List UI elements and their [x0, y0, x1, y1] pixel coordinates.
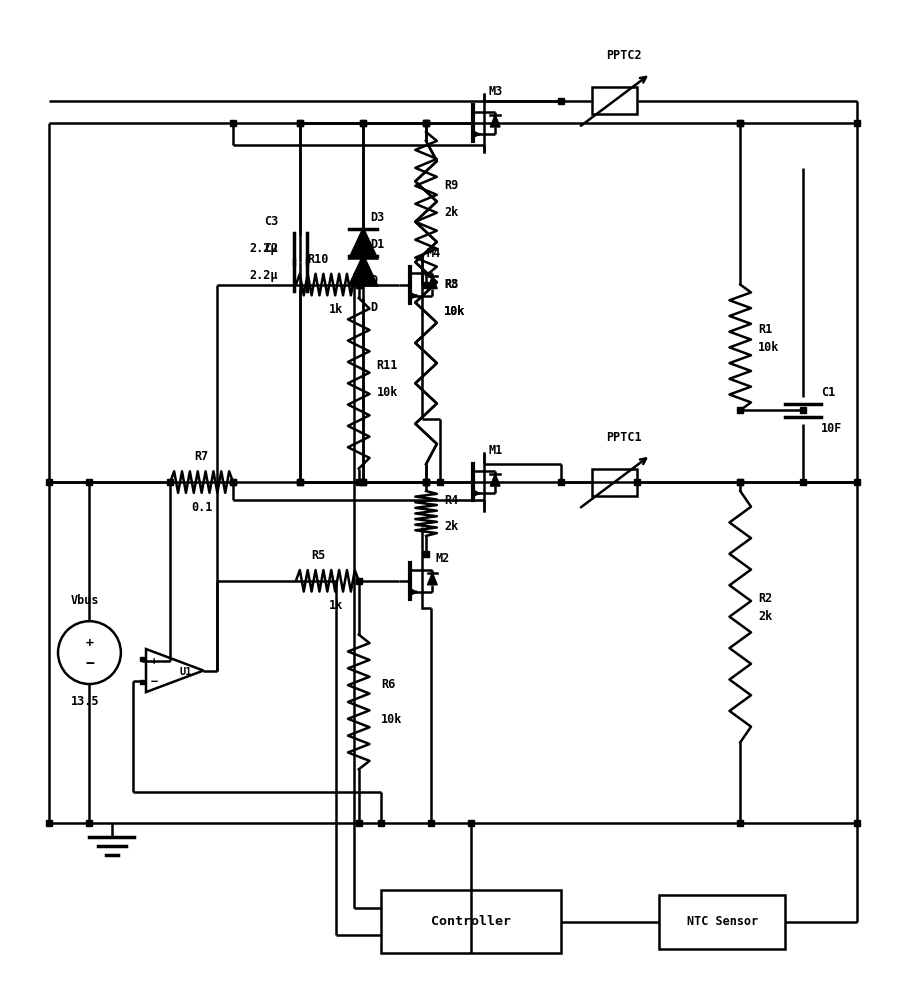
- Text: 10k: 10k: [444, 305, 466, 318]
- Text: U1: U1: [179, 667, 192, 677]
- Text: 13.5: 13.5: [71, 695, 99, 708]
- Text: Vbus: Vbus: [71, 594, 99, 607]
- Text: R5: R5: [312, 549, 325, 562]
- Text: M2: M2: [435, 552, 449, 565]
- Text: C3: C3: [264, 215, 278, 228]
- Polygon shape: [350, 229, 377, 259]
- Text: 2k: 2k: [444, 206, 458, 219]
- Polygon shape: [490, 474, 500, 486]
- Text: R4: R4: [444, 494, 458, 507]
- Text: R11: R11: [377, 359, 398, 372]
- Polygon shape: [428, 276, 438, 289]
- Text: R9: R9: [444, 179, 458, 192]
- Text: D3: D3: [371, 211, 385, 224]
- Text: R3: R3: [444, 278, 458, 291]
- Text: 2.2μ: 2.2μ: [249, 242, 278, 255]
- Polygon shape: [428, 573, 438, 585]
- Text: 0.1: 0.1: [191, 501, 212, 514]
- Text: M3: M3: [489, 85, 503, 98]
- Text: R2: R2: [758, 592, 773, 605]
- Text: Controller: Controller: [431, 915, 511, 928]
- Bar: [593, 469, 637, 496]
- Text: 2k: 2k: [444, 520, 458, 533]
- Text: 10k: 10k: [381, 713, 402, 726]
- Text: R6: R6: [381, 678, 395, 691]
- Text: +: +: [85, 637, 93, 650]
- Bar: [660, 895, 786, 949]
- Text: R8: R8: [444, 278, 458, 291]
- Text: −: −: [150, 675, 158, 688]
- Text: 2k: 2k: [758, 610, 773, 623]
- Text: 2.2μ: 2.2μ: [249, 269, 278, 282]
- Polygon shape: [490, 115, 500, 127]
- Text: 1k: 1k: [329, 599, 343, 612]
- Text: D: D: [371, 274, 378, 287]
- Bar: [593, 87, 637, 114]
- Text: R7: R7: [195, 450, 208, 463]
- Text: D: D: [371, 301, 378, 314]
- Text: +: +: [151, 656, 158, 666]
- Text: D1: D1: [371, 238, 385, 251]
- Text: PPTC1: PPTC1: [606, 431, 641, 444]
- Bar: [381, 890, 561, 953]
- Text: −: −: [85, 656, 94, 671]
- Text: C1: C1: [821, 386, 835, 399]
- Text: 10F: 10F: [821, 422, 843, 435]
- Text: 1k: 1k: [329, 303, 343, 316]
- Text: NTC Sensor: NTC Sensor: [687, 915, 758, 928]
- Text: R10: R10: [308, 253, 329, 266]
- Text: R1: R1: [758, 323, 773, 336]
- Text: M4: M4: [426, 247, 440, 260]
- Polygon shape: [350, 256, 377, 285]
- Text: 10k: 10k: [444, 305, 466, 318]
- Text: 10k: 10k: [758, 341, 779, 354]
- Text: 10k: 10k: [377, 386, 398, 399]
- Text: M1: M1: [489, 444, 503, 457]
- Text: C2: C2: [264, 242, 278, 255]
- Text: PPTC2: PPTC2: [606, 49, 641, 62]
